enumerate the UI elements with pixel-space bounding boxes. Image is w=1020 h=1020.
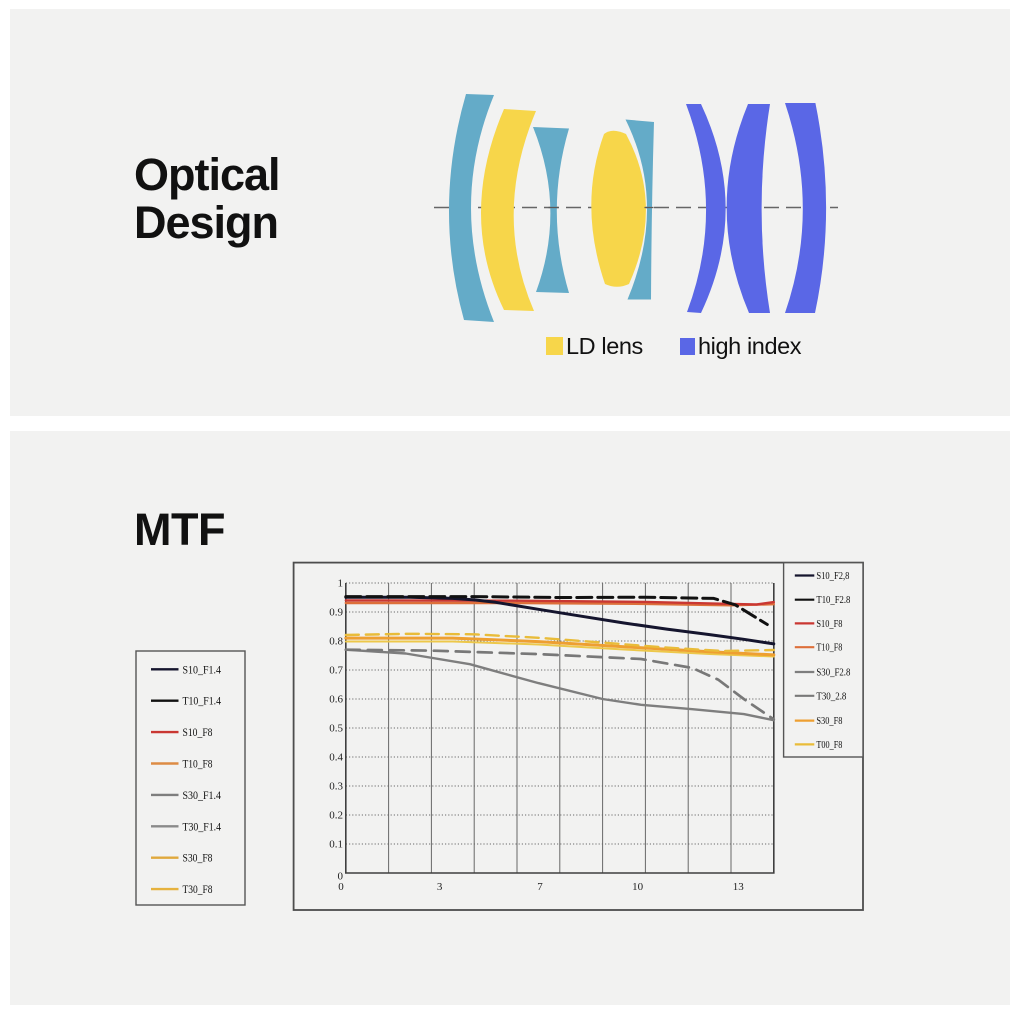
svg-text:S10_F1.4: S10_F1.4	[183, 664, 222, 676]
svg-text:T10_F2.8: T10_F2.8	[816, 595, 850, 606]
svg-text:13: 13	[733, 881, 745, 893]
svg-text:3: 3	[437, 881, 443, 893]
svg-text:0.5: 0.5	[329, 723, 343, 735]
svg-text:0.7: 0.7	[329, 665, 343, 677]
svg-text:MTF: MTF	[134, 504, 225, 555]
svg-text:T30_F1.4: T30_F1.4	[183, 821, 222, 833]
svg-text:T30_F8: T30_F8	[183, 884, 213, 896]
svg-text:S10_F8: S10_F8	[183, 727, 213, 739]
svg-text:0.4: 0.4	[329, 752, 343, 764]
svg-text:10: 10	[632, 881, 644, 893]
svg-text:S30_F8: S30_F8	[816, 716, 842, 727]
svg-text:Optical: Optical	[134, 149, 280, 200]
svg-text:T10_F1.4: T10_F1.4	[183, 696, 222, 708]
svg-text:1: 1	[338, 578, 344, 590]
svg-text:LD lens: LD lens	[566, 333, 643, 359]
svg-text:T10_F8: T10_F8	[816, 643, 842, 654]
svg-text:high index: high index	[698, 333, 802, 359]
svg-text:S30_F1.4: S30_F1.4	[183, 790, 222, 802]
svg-text:T30_2.8: T30_2.8	[816, 691, 846, 702]
svg-text:0.2: 0.2	[329, 810, 343, 822]
svg-text:T10_F8: T10_F8	[183, 759, 213, 771]
svg-text:0.6: 0.6	[329, 694, 343, 706]
svg-text:0.1: 0.1	[329, 839, 343, 851]
svg-text:S30_F8: S30_F8	[183, 853, 213, 865]
svg-text:Design: Design	[134, 197, 278, 248]
svg-text:T00_F8: T00_F8	[816, 740, 842, 751]
svg-text:0.3: 0.3	[329, 781, 343, 793]
svg-text:S30_F2.8: S30_F2.8	[816, 668, 850, 679]
svg-text:0: 0	[338, 881, 344, 893]
svg-text:0.8: 0.8	[329, 636, 343, 648]
svg-text:S10_F8: S10_F8	[816, 619, 842, 630]
svg-text:S10_F2,8: S10_F2,8	[816, 571, 849, 582]
svg-text:0.9: 0.9	[329, 607, 343, 619]
svg-text:7: 7	[537, 881, 543, 893]
svg-text:0: 0	[338, 871, 344, 883]
